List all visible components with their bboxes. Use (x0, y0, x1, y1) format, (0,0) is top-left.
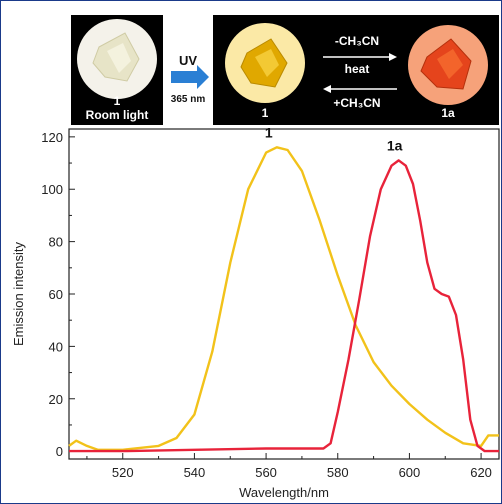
y-tick-label: 40 (49, 339, 63, 354)
y-tick-label: 120 (41, 130, 63, 145)
crystal-uv-photo (225, 23, 305, 103)
x-tick-label: 620 (470, 465, 492, 480)
y-axis-label: Emission intensity (11, 241, 26, 346)
x-tick-label: 520 (112, 465, 134, 480)
reverse-arrowhead-icon (323, 85, 331, 93)
x-tick-label: 540 (184, 465, 206, 480)
crystal-room-light-photo (77, 19, 157, 99)
x-tick-label: 560 (255, 465, 277, 480)
photo-3-label: 1a (441, 106, 455, 120)
x-axis-label: Wavelength/nm (239, 485, 329, 500)
reverse-reagent-label: +CH₃CN (333, 96, 380, 110)
series-line-1 (68, 146, 499, 451)
forward-arrowhead-icon (389, 53, 397, 61)
y-tick-label: 20 (49, 392, 63, 407)
photo-1-caption: Room light (86, 108, 149, 122)
x-tick-label: 580 (327, 465, 349, 480)
y-tick-label: 0 (56, 444, 63, 459)
crystal-1a-photo (408, 25, 488, 105)
photo-2-label: 1 (262, 106, 269, 120)
series-line-1a (69, 159, 499, 453)
uv-arrow-icon (171, 65, 209, 89)
uv-wavelength-label: 365 nm (171, 94, 206, 105)
x-tick-label: 600 (399, 465, 421, 480)
uv-label: UV (179, 53, 197, 68)
forward-condition-label: heat (345, 62, 370, 76)
y-tick-label: 60 (49, 287, 63, 302)
forward-reagent-label: -CH₃CN (335, 34, 379, 48)
plot-frame (68, 128, 500, 460)
plot-area: 0 20 40 60 80 100 120 520 540 560 580 600 620 Wavelen… (11, 124, 500, 500)
photo-1-label: 1 (114, 94, 121, 108)
y-tick-label: 100 (41, 182, 63, 197)
y-tick-label: 80 (49, 235, 63, 250)
curve-label-1: 1 (265, 124, 273, 140)
curve-label-1a: 1a (387, 137, 403, 153)
banner-uv-panel (163, 15, 213, 125)
